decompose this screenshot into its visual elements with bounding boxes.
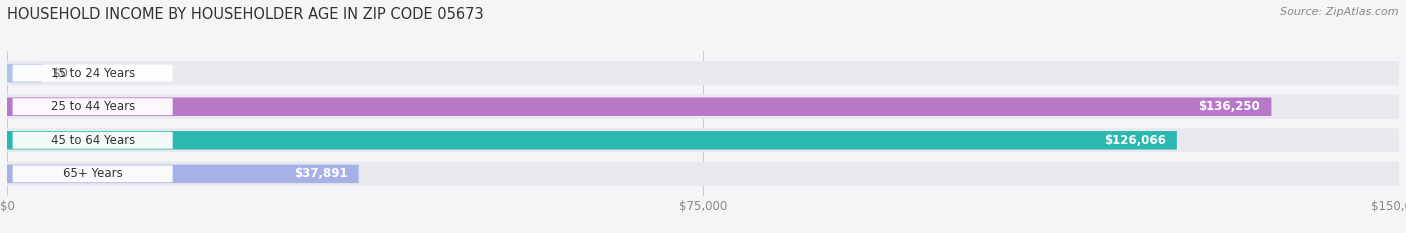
Text: 15 to 24 Years: 15 to 24 Years xyxy=(51,67,135,80)
Text: $136,250: $136,250 xyxy=(1198,100,1260,113)
FancyBboxPatch shape xyxy=(7,162,1399,186)
Text: 25 to 44 Years: 25 to 44 Years xyxy=(51,100,135,113)
FancyBboxPatch shape xyxy=(7,131,1177,150)
FancyBboxPatch shape xyxy=(7,61,1399,85)
FancyBboxPatch shape xyxy=(7,165,359,183)
Text: $0: $0 xyxy=(53,67,67,80)
FancyBboxPatch shape xyxy=(7,64,42,82)
Text: Source: ZipAtlas.com: Source: ZipAtlas.com xyxy=(1281,7,1399,17)
FancyBboxPatch shape xyxy=(13,98,173,115)
Text: 65+ Years: 65+ Years xyxy=(63,167,122,180)
FancyBboxPatch shape xyxy=(13,165,173,182)
FancyBboxPatch shape xyxy=(7,128,1399,152)
FancyBboxPatch shape xyxy=(13,132,173,149)
Text: $37,891: $37,891 xyxy=(294,167,347,180)
FancyBboxPatch shape xyxy=(7,97,1271,116)
FancyBboxPatch shape xyxy=(13,65,173,82)
Text: $126,066: $126,066 xyxy=(1104,134,1166,147)
FancyBboxPatch shape xyxy=(7,95,1399,119)
Text: HOUSEHOLD INCOME BY HOUSEHOLDER AGE IN ZIP CODE 05673: HOUSEHOLD INCOME BY HOUSEHOLDER AGE IN Z… xyxy=(7,7,484,22)
Text: 45 to 64 Years: 45 to 64 Years xyxy=(51,134,135,147)
